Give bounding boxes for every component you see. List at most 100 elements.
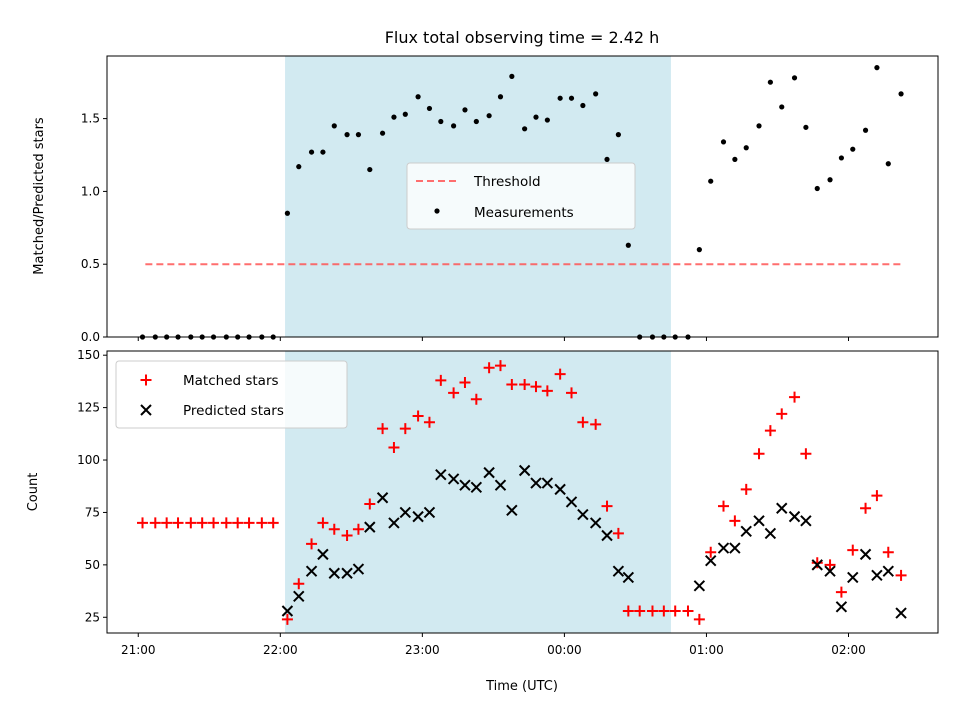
measurement-point: [615, 132, 621, 138]
measurement-point: [580, 102, 586, 109]
measurement-point: [367, 166, 373, 173]
x-tick-label: 22:00: [263, 643, 298, 657]
predicted-star-point: [800, 515, 812, 527]
measurement-point: [779, 104, 785, 110]
predicted-star-point: [788, 510, 801, 523]
matched-star-point: [412, 410, 424, 422]
predicted-star-point: [305, 565, 318, 577]
measurement-point: [625, 242, 631, 248]
matched-star-point: [682, 605, 694, 617]
predicted-star-point: [589, 517, 602, 529]
y-tick-label: 0.0: [81, 330, 100, 344]
count-axes: 25 50 75 100 125 150 21:00 22:00 23:00 00:00 01:00…: [77, 348, 866, 657]
predicted-star-point: [376, 492, 389, 504]
matched-star-point: [871, 490, 883, 502]
predicted-star-point: [518, 464, 531, 477]
measurement-point: [486, 113, 492, 119]
matched-star-point: [328, 523, 340, 535]
measurement-point: [462, 107, 468, 113]
y-tick-label: 1.5: [81, 112, 100, 126]
matched-star-point: [634, 605, 646, 617]
y-tick-label: 1.0: [81, 184, 100, 198]
matched-star-point: [601, 500, 613, 512]
measurement-point: [850, 146, 856, 152]
measurement-point: [509, 73, 515, 79]
predicted-star-point: [612, 565, 625, 577]
matched-star-point: [800, 448, 812, 460]
y-tick-label: 150: [77, 348, 100, 362]
matched-star-point: [494, 360, 506, 372]
predicted-star-point: [811, 559, 823, 571]
matched-star-point: [530, 381, 542, 393]
predicted-star-point: [882, 565, 894, 577]
matched-star-point: [577, 416, 589, 428]
y-tick-label: 75: [85, 505, 100, 519]
measurement-point: [308, 149, 315, 155]
predicted-star-point: [317, 548, 329, 561]
matched-star-point: [161, 517, 173, 529]
chart-title: Flux total observing time = 2.42 h: [385, 28, 660, 47]
legend-predicted-label: Predicted stars: [183, 403, 284, 419]
legend-predicted-swatch: [140, 404, 152, 416]
measurement-point: [557, 95, 563, 101]
y-tick-label: 50: [85, 558, 100, 572]
measurement-point: [874, 65, 880, 71]
measurement-point: [415, 94, 421, 100]
matched-star-point: [306, 538, 318, 550]
matched-star-point: [483, 362, 495, 374]
measurement-point: [803, 124, 809, 130]
matched-star-point: [267, 517, 279, 529]
predicted-star-point: [705, 554, 717, 567]
measurement-point: [391, 114, 397, 120]
x-tick-label: 21:00: [121, 643, 156, 657]
matched-star-point: [705, 546, 717, 558]
predicted-star-point: [729, 542, 741, 554]
predicted-star-point: [388, 517, 400, 529]
matched-star-point: [281, 613, 293, 625]
x-tick-label: 02:00: [831, 643, 866, 657]
predicted-star-point: [740, 525, 752, 538]
count-panel: 25 50 75 100 125 150 21:00 22:00 23:00 00:00 01:00…: [26, 348, 939, 694]
matched-star-point: [835, 586, 847, 598]
predicted-star-point: [577, 508, 589, 521]
measurement-point: [451, 123, 457, 129]
matched-star-point: [789, 391, 801, 403]
count-legend: Matched stars Predicted stars: [115, 360, 348, 429]
matched-star-point: [388, 441, 400, 453]
predicted-star-point: [764, 527, 777, 540]
ratio-panel-frame: [106, 55, 939, 338]
matched-star-point: [377, 423, 389, 435]
predicted-star-point: [824, 565, 836, 577]
matched-star-point: [554, 368, 566, 380]
observing-window-shade: [285, 351, 671, 633]
measurement-point: [814, 185, 820, 192]
predicted-star-point: [859, 548, 872, 561]
predicted-star-point: [776, 502, 788, 514]
legend-box: [406, 162, 636, 230]
matched-star-point: [541, 385, 553, 397]
matched-star-point: [646, 605, 658, 617]
matched-star-point: [208, 517, 220, 529]
measurement-point: [522, 126, 528, 132]
matched-star-point: [137, 517, 149, 529]
measurement-point: [696, 247, 702, 253]
predicted-star-point: [622, 571, 635, 584]
predicted-star-point: [412, 510, 424, 523]
x-tick-label: 01:00: [689, 643, 724, 657]
x-tick-label: 00:00: [547, 643, 582, 657]
y-tick-label: 0.5: [81, 257, 100, 271]
matched-star-point: [847, 544, 859, 556]
predicted-star-point: [835, 601, 848, 613]
matched-star-point: [220, 517, 232, 529]
legend-matched-label: Matched stars: [183, 373, 279, 389]
matched-star-point: [185, 517, 197, 529]
matched-star-point: [341, 530, 353, 542]
predicted-star-point: [341, 567, 353, 579]
predicted-star-point: [470, 481, 483, 493]
matched-star-point: [740, 483, 752, 495]
measurement-point: [497, 94, 504, 100]
matched-star-point: [882, 546, 894, 558]
matched-star-point: [669, 605, 681, 617]
matched-star-point: [811, 557, 823, 569]
predicted-star-point: [895, 607, 907, 619]
